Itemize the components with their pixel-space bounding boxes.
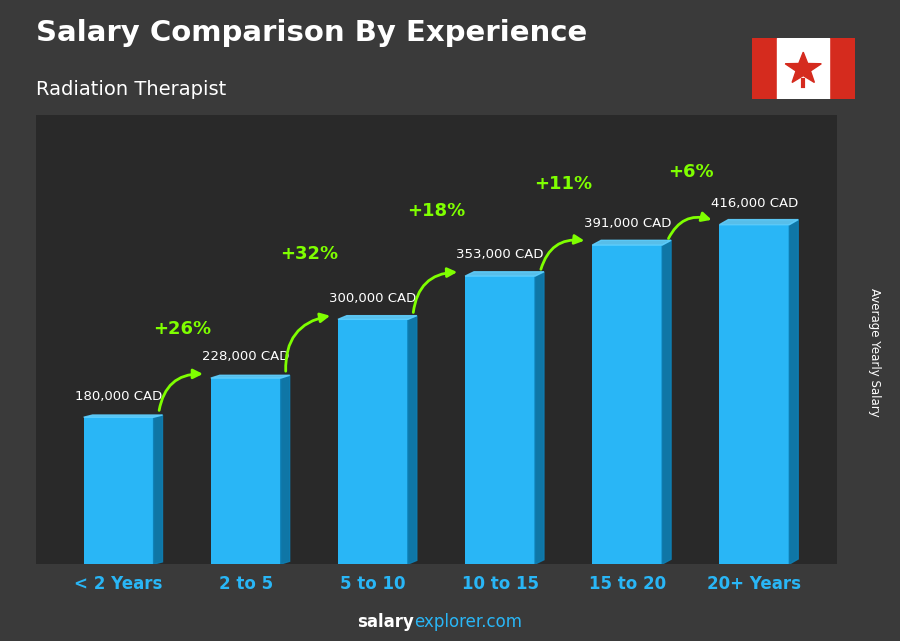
Polygon shape — [211, 375, 290, 378]
Text: +18%: +18% — [408, 202, 465, 220]
Text: +32%: +32% — [280, 245, 338, 263]
Text: Salary Comparison By Experience: Salary Comparison By Experience — [36, 19, 587, 47]
Polygon shape — [84, 415, 163, 417]
Bar — [719, 225, 789, 564]
Polygon shape — [785, 52, 822, 83]
FancyArrowPatch shape — [413, 269, 454, 313]
Text: 353,000 CAD: 353,000 CAD — [456, 249, 544, 262]
Text: explorer.com: explorer.com — [414, 613, 522, 631]
Bar — [752, 38, 778, 99]
FancyArrowPatch shape — [669, 213, 708, 238]
Polygon shape — [535, 272, 544, 564]
Text: +6%: +6% — [668, 163, 714, 181]
Text: 180,000 CAD: 180,000 CAD — [75, 390, 162, 403]
Text: 300,000 CAD: 300,000 CAD — [329, 292, 417, 304]
Polygon shape — [338, 315, 417, 319]
Bar — [338, 319, 408, 564]
Text: 416,000 CAD: 416,000 CAD — [711, 197, 798, 210]
FancyArrowPatch shape — [285, 314, 327, 371]
Text: 391,000 CAD: 391,000 CAD — [583, 217, 670, 230]
Text: Radiation Therapist: Radiation Therapist — [36, 80, 226, 99]
Polygon shape — [789, 220, 798, 564]
Bar — [829, 38, 855, 99]
Text: Average Yearly Salary: Average Yearly Salary — [868, 288, 881, 417]
Polygon shape — [154, 415, 163, 564]
Bar — [592, 245, 662, 564]
Bar — [211, 378, 281, 564]
Polygon shape — [662, 240, 671, 564]
FancyArrowPatch shape — [541, 236, 581, 269]
FancyArrowPatch shape — [159, 370, 200, 410]
Text: +11%: +11% — [535, 175, 593, 193]
Polygon shape — [465, 272, 544, 276]
Polygon shape — [408, 315, 417, 564]
Bar — [778, 38, 829, 99]
Bar — [84, 417, 154, 564]
Text: salary: salary — [357, 613, 414, 631]
Bar — [465, 276, 535, 564]
Polygon shape — [281, 375, 290, 564]
Polygon shape — [719, 220, 798, 225]
Text: +26%: +26% — [153, 320, 211, 338]
Text: 228,000 CAD: 228,000 CAD — [202, 351, 290, 363]
Polygon shape — [592, 240, 671, 245]
